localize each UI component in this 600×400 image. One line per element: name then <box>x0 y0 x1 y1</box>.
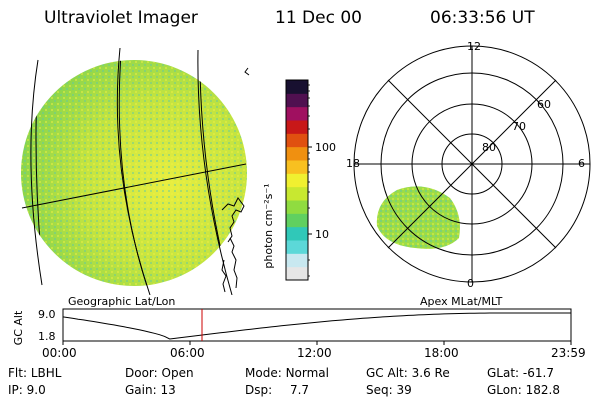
colorbar-band <box>286 93 308 108</box>
glon-value: 182.8 <box>525 383 560 397</box>
info-flt: Flt: LBHL <box>8 366 61 380</box>
timeline-xtick-1200: 12:00 <box>297 346 332 360</box>
timeline-xtick-0600: 06:00 <box>170 346 205 360</box>
colorbar-band <box>286 253 308 268</box>
colorbar-band <box>286 133 308 148</box>
colorbar-band <box>286 106 308 121</box>
colorbar-gradient <box>286 80 308 281</box>
door-value: Open <box>161 366 194 380</box>
gc-alt-label: GC Alt: <box>366 366 408 380</box>
colorbar-band <box>286 173 308 188</box>
colorbar-band <box>286 266 308 281</box>
seq-value: 39 <box>396 383 412 397</box>
colorbar-tick-10: 10 <box>315 228 329 241</box>
geographic-image-panel <box>21 47 250 295</box>
instrument-title: Ultraviolet Imager <box>44 8 198 28</box>
polar-grid <box>353 45 591 283</box>
time-label: 06:33:56 UT <box>430 8 535 28</box>
timeline-xticks <box>62 341 572 345</box>
timeline-xtick-1800: 18:00 <box>424 346 459 360</box>
info-seq: Seq: 39 <box>366 383 412 397</box>
mlat-label-60: 60 <box>537 98 551 111</box>
colorbar-minor-ticks <box>308 84 310 277</box>
colorbar-band <box>286 226 308 241</box>
polar-plot-panel <box>353 45 591 283</box>
gain-value: 13 <box>160 383 176 397</box>
glat-value: -61.7 <box>522 366 554 380</box>
flt-value: LBHL <box>30 366 62 380</box>
ip-value: 9.0 <box>26 383 46 397</box>
info-glat: GLat: -61.7 <box>487 366 554 380</box>
timeline-ylabel: GC Alt <box>12 310 25 345</box>
colorbar-band <box>286 146 308 161</box>
geo-panel-label: Geographic Lat/Lon <box>68 295 176 308</box>
date-label: 11 Dec 00 <box>275 8 362 28</box>
glon-label: GLon: <box>487 383 522 397</box>
flt-label: Flt: <box>8 366 27 380</box>
colorbar-band <box>286 160 308 174</box>
info-mode: Mode: Normal <box>245 366 329 380</box>
colorbar-band <box>286 80 308 94</box>
colorbar-tick-100: 100 <box>315 141 336 154</box>
info-door: Door: Open <box>125 366 194 380</box>
dsp-value: 7.7 <box>289 383 310 397</box>
mlat-label-80: 80 <box>482 141 496 154</box>
colorbar-ticks <box>308 146 312 235</box>
mode-label: Mode: <box>245 366 282 380</box>
gc-alt-value: 3.6 Re <box>411 366 450 380</box>
colorbar-band <box>286 186 308 201</box>
mlt-label-12: 12 <box>467 40 481 53</box>
ip-label: IP: <box>8 383 23 397</box>
altitude-timeline: GC Alt 9.0 1.8 <box>12 308 572 345</box>
info-gc-alt: GC Alt: 3.6 Re <box>366 366 450 380</box>
door-label: Door: <box>125 366 158 380</box>
timeline-ytick-9: 9.0 <box>38 308 56 321</box>
info-gain: Gain: 13 <box>125 383 176 397</box>
info-dsp: Dsp: 7.7 <box>245 383 309 397</box>
colorbar-band <box>286 213 308 228</box>
info-glon: GLon: 182.8 <box>487 383 560 397</box>
mlt-label-0: 0 <box>467 277 474 290</box>
dsp-label: Dsp: <box>245 383 273 397</box>
colorbar-band <box>286 200 308 214</box>
gain-label: Gain: <box>125 383 157 397</box>
mode-value: Normal <box>285 366 329 380</box>
polar-panel-label: Apex MLat/MLT <box>420 295 503 308</box>
mlt-label-6: 6 <box>578 157 585 170</box>
mlat-label-70: 70 <box>512 120 526 133</box>
mlt-label-18: 18 <box>346 157 360 170</box>
glat-label: GLat: <box>487 366 520 380</box>
colorbar-band <box>286 120 308 134</box>
altitude-curve <box>62 312 571 340</box>
colorbar-band <box>286 240 308 254</box>
timeline-frame <box>62 308 572 342</box>
timeline-xtick-2359: 23:59 <box>551 346 586 360</box>
colorbar: photon cm⁻²s⁻¹ <box>262 79 312 281</box>
timeline-xtick-0000: 00:00 <box>42 346 77 360</box>
earth-disk-image <box>21 60 247 286</box>
colorbar-label: photon cm⁻²s⁻¹ <box>262 183 275 268</box>
coastline <box>221 67 250 293</box>
seq-label: Seq: <box>366 383 393 397</box>
info-ip: IP: 9.0 <box>8 383 46 397</box>
timeline-ytick-1-8: 1.8 <box>38 330 56 343</box>
